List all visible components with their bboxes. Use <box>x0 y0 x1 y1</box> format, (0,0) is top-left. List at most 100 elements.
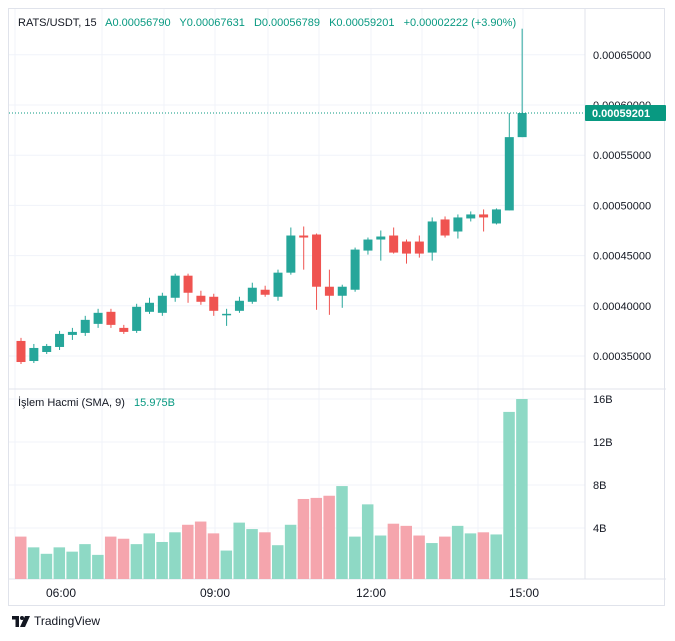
volume-bar <box>336 486 348 579</box>
last-price-badge <box>585 105 666 122</box>
volume-tick-label: 4B <box>593 523 606 535</box>
volume-tick-label: 8B <box>593 480 606 492</box>
candle-body <box>299 235 309 238</box>
low-value: D0.00056789 <box>253 17 320 29</box>
volume-bar <box>297 498 310 579</box>
candle-body <box>324 286 334 296</box>
volume-bar <box>477 532 490 579</box>
candle-body <box>376 236 386 240</box>
volume-bar <box>259 532 271 579</box>
volume-bar <box>194 521 207 579</box>
volume-bar <box>207 533 220 579</box>
volume-bar <box>310 497 323 579</box>
volume-bar <box>104 536 117 579</box>
candle-body <box>67 331 77 335</box>
volume-bar <box>361 504 374 579</box>
candle-body <box>183 275 193 293</box>
volume-bar <box>451 525 464 579</box>
candle-body <box>16 340 26 363</box>
volume-tick-label: 12B <box>593 437 613 449</box>
candle-body <box>42 345 52 352</box>
candle-body <box>196 295 206 302</box>
volume-bar <box>220 550 233 579</box>
volume-bar <box>374 535 387 579</box>
candle-body <box>350 249 360 290</box>
candle-body <box>273 272 283 297</box>
candle-body <box>234 300 244 311</box>
volume-bar <box>53 547 66 579</box>
volume-tick-label: 16B <box>593 394 613 406</box>
candle-body <box>55 333 65 347</box>
change-value: +0.00002222 (+3.90%) <box>403 17 517 29</box>
volume-bar <box>40 553 53 579</box>
candle-body <box>440 219 450 236</box>
volume-bar <box>130 544 143 579</box>
volume-bar <box>143 533 155 579</box>
volume-bar <box>426 543 438 579</box>
candle-body <box>363 239 373 251</box>
candle-body <box>517 113 527 138</box>
candle-body <box>29 347 39 362</box>
volume-bar <box>169 532 181 579</box>
candle-body <box>337 286 347 296</box>
candle-body <box>80 319 90 333</box>
volume-bar <box>490 534 502 579</box>
y-tick-label: 0.00055000 <box>593 150 651 162</box>
candle-body <box>312 234 322 287</box>
footer[interactable]: TradingView <box>12 614 100 628</box>
y-tick-label: 0.00040000 <box>593 301 651 313</box>
volume-bar <box>413 535 425 579</box>
chart-frame: 0.000650000.000600000.000550000.00050000… <box>8 8 666 607</box>
candle-body <box>286 235 296 273</box>
volume-bar <box>92 554 104 579</box>
footer-brand: TradingView <box>34 614 101 628</box>
y-tick-label: 0.00045000 <box>593 251 651 263</box>
candle-body <box>247 287 257 302</box>
candle-body <box>157 295 167 313</box>
volume-bar <box>233 522 245 579</box>
x-tick-label: 12:00 <box>356 586 386 600</box>
volume-bar <box>503 411 515 579</box>
candle-body <box>106 311 116 325</box>
candle-body <box>504 137 514 211</box>
volume-bar <box>516 399 528 579</box>
candle-body <box>222 313 232 316</box>
candle-body <box>389 235 399 253</box>
candle-body <box>414 241 424 254</box>
volume-bar <box>66 551 78 579</box>
candle-body <box>427 221 437 253</box>
last-price-label: 0.00059201 <box>592 108 650 120</box>
high-value: Y0.00067631 <box>179 17 245 29</box>
candle-body <box>170 275 180 298</box>
volume-legend[interactable]: İşlem Hacmi (SMA, 9) 15.975B <box>18 397 175 409</box>
candle-body <box>479 214 489 218</box>
volume-bar <box>272 545 284 579</box>
volume-bar <box>246 529 258 579</box>
y-tick-label: 0.00065000 <box>593 50 651 62</box>
close-value: K0.00059201 <box>329 17 395 29</box>
volume-bar <box>349 536 361 579</box>
symbol-legend: RATS/USDT, 15 A0.00056790 Y0.00067631 D0… <box>18 17 522 29</box>
open-value: A0.00056790 <box>105 17 171 29</box>
volume-bar <box>117 538 130 579</box>
x-tick-label: 09:00 <box>200 586 230 600</box>
volume-bar <box>27 547 40 579</box>
y-tick-label: 0.00035000 <box>593 351 651 363</box>
candle-body <box>119 327 129 332</box>
candle-body <box>145 302 154 312</box>
candle-body <box>260 289 270 295</box>
volume-indicator-name: İşlem Hacmi (SMA, 9) <box>18 397 125 409</box>
x-tick-label: 06:00 <box>46 586 76 600</box>
volume-bar <box>464 533 477 579</box>
candle-body <box>93 312 103 324</box>
candlestick-chart[interactable]: 0.000650000.000600000.000550000.00050000… <box>9 9 666 607</box>
volume-bar <box>284 524 297 579</box>
x-tick-label: 15:00 <box>509 586 539 600</box>
candle-body <box>453 217 463 232</box>
y-tick-label: 0.00050000 <box>593 200 651 212</box>
tradingview-logo-icon <box>12 615 30 627</box>
volume-bar <box>15 536 27 579</box>
volume-bar <box>323 495 335 579</box>
volume-bar <box>400 525 412 579</box>
symbol-label: RATS/USDT, 15 <box>18 17 97 29</box>
